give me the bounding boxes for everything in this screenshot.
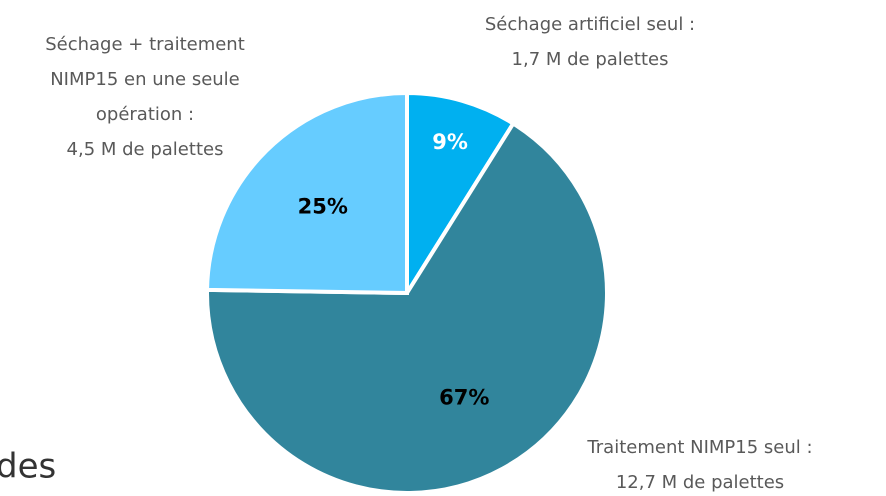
category-label: NIMP15 en une seule <box>50 69 240 90</box>
value-label: 9% <box>432 130 468 154</box>
pie-slice <box>405 90 516 300</box>
value-label: 25% <box>298 194 348 218</box>
annotation: des <box>0 447 56 487</box>
category-label: 4,5 M de palettes <box>67 139 224 160</box>
category-label: 12,7 M de palettes <box>616 472 784 493</box>
category-label: opération : <box>96 104 194 125</box>
value-label: 67% <box>439 385 489 409</box>
pie-slice <box>204 90 409 296</box>
category-label: Traitement NIMP15 seul : <box>586 437 812 458</box>
pie-slice <box>205 120 609 495</box>
category-label: Séchage + traitement <box>45 34 245 55</box>
category-label: 1,7 M de palettes <box>512 49 669 70</box>
category-label: Séchage artificiel seul : <box>485 14 695 35</box>
